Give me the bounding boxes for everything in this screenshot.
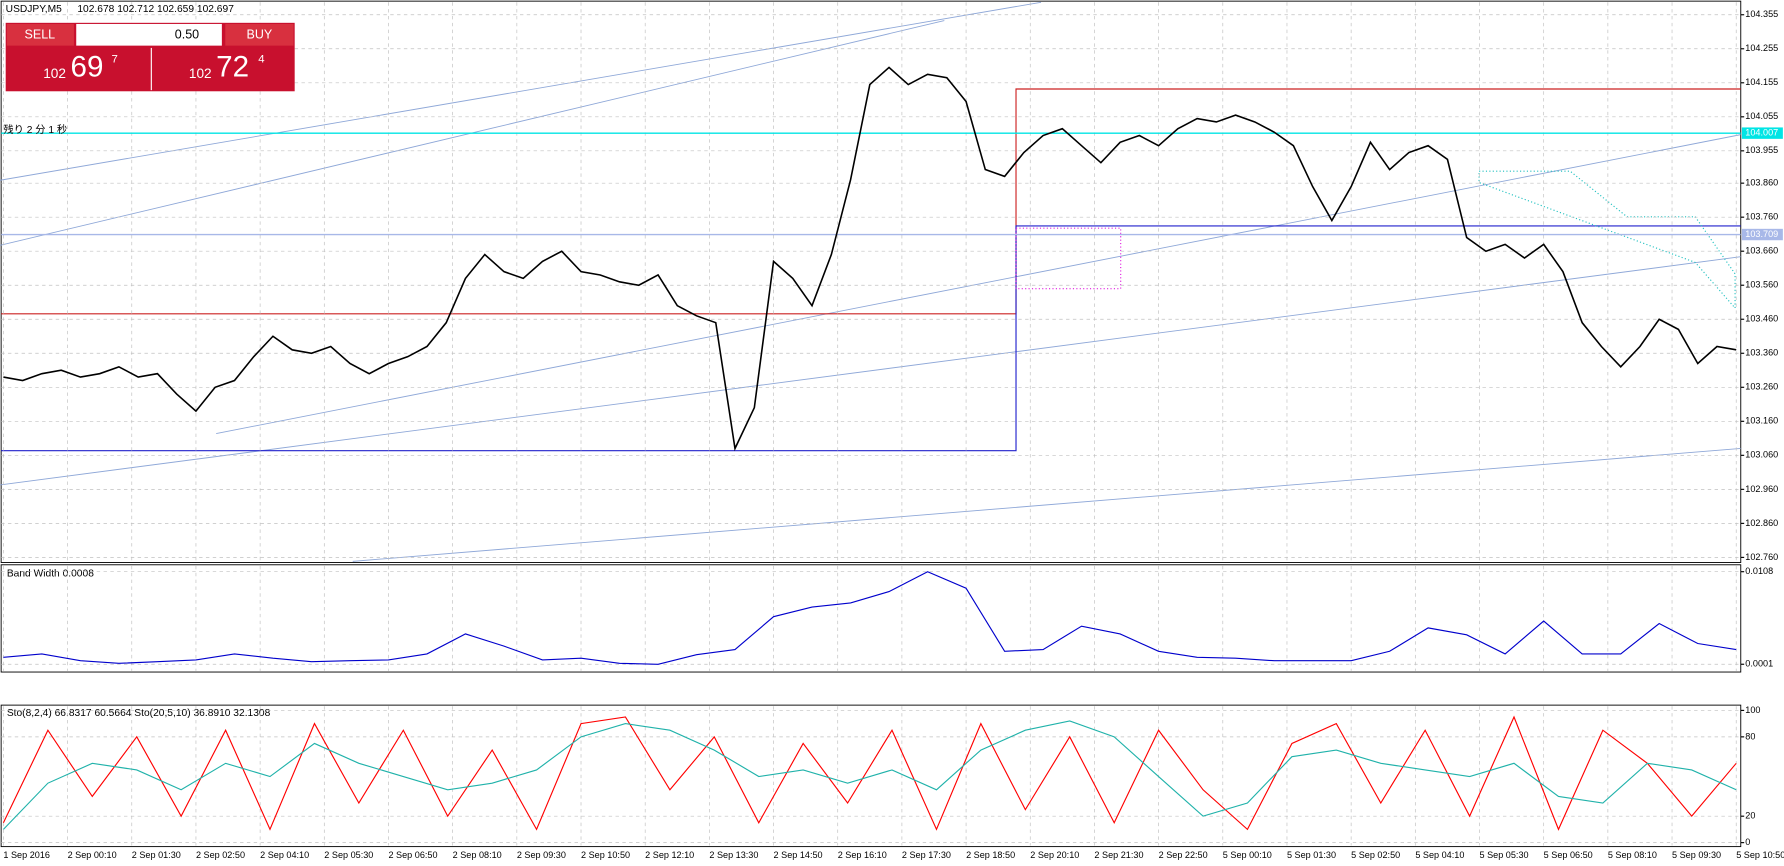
x-tick-label: 2 Sep 00:10 xyxy=(68,850,117,860)
sell-frac: 7 xyxy=(112,53,118,65)
buy-frac: 4 xyxy=(258,53,264,65)
price-line-series xyxy=(3,66,1737,452)
price-marker: 104.007 xyxy=(1745,128,1778,138)
trade-panel: SELL 0.50 BUY 102 69 7 102 72 4 xyxy=(5,22,295,92)
x-tick-label: 2 Sep 16:10 xyxy=(838,850,887,860)
x-tick-label: 2 Sep 14:50 xyxy=(774,850,823,860)
x-tick-label: 2 Sep 04:10 xyxy=(260,850,309,860)
sto-line xyxy=(3,720,1737,830)
y-tick-label: 103.660 xyxy=(1745,246,1778,256)
symbol: USDJPY,M5 xyxy=(6,4,62,15)
price-marker-bg xyxy=(1741,127,1783,139)
y-tick-label: 80 xyxy=(1745,731,1755,741)
x-tick-label: 2 Sep 06:50 xyxy=(388,850,437,860)
panels xyxy=(0,0,1742,848)
x-tick-label: 2 Sep 22:50 xyxy=(1159,850,1208,860)
y-tick-label: 0.0001 xyxy=(1745,659,1773,669)
sell-label[interactable]: SELL xyxy=(25,28,56,42)
buy-big: 102 xyxy=(189,66,212,81)
y-tick-label: 103.860 xyxy=(1745,178,1778,188)
x-tick-label: 2 Sep 12:10 xyxy=(645,850,694,860)
y-tick-label: 103.760 xyxy=(1745,212,1778,222)
countdown: 残り 2 分 1 秒 xyxy=(3,123,67,136)
x-tick-label: 2 Sep 01:30 xyxy=(132,850,181,860)
y-tick-label: 0 xyxy=(1745,837,1750,847)
band-label: Band Width 0.0008 xyxy=(7,569,94,580)
y-tick-label: 103.955 xyxy=(1745,145,1778,155)
trend-line xyxy=(216,134,1741,435)
y-tick-label: 0.0108 xyxy=(1745,566,1773,576)
buy-pips: 72 xyxy=(216,50,249,83)
sell-button[interactable] xyxy=(6,23,74,46)
y-tick-label: 20 xyxy=(1745,811,1755,821)
x-tick-label: 2 Sep 20:10 xyxy=(1030,850,1079,860)
x-tick-label: 2 Sep 17:30 xyxy=(902,850,951,860)
y-tick-label: 104.255 xyxy=(1745,43,1778,53)
lot-input[interactable] xyxy=(76,23,222,46)
x-tick-label: 2 Sep 10:50 xyxy=(581,850,630,860)
red-box xyxy=(1,88,1741,315)
y-tick-label: 104.155 xyxy=(1745,77,1778,87)
x-tick-label: 5 Sep 09:30 xyxy=(1672,850,1721,860)
x-tick-label: 5 Sep 00:10 xyxy=(1223,850,1272,860)
sell-big: 102 xyxy=(43,66,66,81)
x-tick-label: 5 Sep 08:10 xyxy=(1608,850,1657,860)
x-tick-label: 2 Sep 02:50 xyxy=(196,850,245,860)
y-tick-label: 102.960 xyxy=(1745,484,1778,494)
y-tick-label: 103.160 xyxy=(1745,416,1778,426)
y-tick-label: 103.460 xyxy=(1745,314,1778,324)
buy-label[interactable]: BUY xyxy=(247,28,273,42)
y-tick-label: 103.560 xyxy=(1745,280,1778,290)
x-tick-label: 2 Sep 08:10 xyxy=(453,850,502,860)
x-tick-label: 1 Sep 2016 xyxy=(3,850,50,860)
quote: 102.678 102.712 102.659 102.697 xyxy=(77,4,234,15)
y-tick-label: 104.055 xyxy=(1745,111,1778,121)
y-tick-label: 103.360 xyxy=(1745,348,1778,358)
main-panel xyxy=(0,0,1742,563)
x-tick-label: 5 Sep 06:50 xyxy=(1544,850,1593,860)
band-width-line xyxy=(3,571,1737,665)
sto-label: Sto(8,2,4) 66.8317 60.5664 Sto(20,5,10) … xyxy=(7,708,271,719)
cloud xyxy=(1015,227,1122,290)
trend-line xyxy=(0,256,1741,486)
price-marker-bg xyxy=(1741,228,1783,241)
x-tick-label: 5 Sep 10:50 xyxy=(1736,850,1784,860)
trend-line xyxy=(352,447,1741,562)
x-tick-label: 2 Sep 18:50 xyxy=(966,850,1015,860)
band-panel xyxy=(0,564,1742,673)
x-tick-label: 5 Sep 05:30 xyxy=(1480,850,1529,860)
x-tick-label: 5 Sep 01:30 xyxy=(1287,850,1336,860)
sto-panel xyxy=(0,704,1742,848)
y-tick-label: 103.260 xyxy=(1745,382,1778,392)
y-tick-label: 104.355 xyxy=(1745,9,1778,19)
sell-pips: 69 xyxy=(71,50,104,83)
lot-value[interactable]: 0.50 xyxy=(175,28,199,42)
x-tick-label: 2 Sep 13:30 xyxy=(709,850,758,860)
x-tick-label: 2 Sep 05:30 xyxy=(324,850,373,860)
x-tick-label: 2 Sep 21:30 xyxy=(1094,850,1143,860)
x-tick-label: 2 Sep 09:30 xyxy=(517,850,566,860)
cloud xyxy=(1478,170,1736,310)
price-marker: 103.709 xyxy=(1745,229,1778,239)
buy-button[interactable] xyxy=(225,23,294,46)
blue-box xyxy=(1,225,1741,452)
y-tick-label: 100 xyxy=(1745,705,1760,715)
y-tick-label: 102.860 xyxy=(1745,518,1778,528)
x-tick-label: 5 Sep 04:10 xyxy=(1415,850,1464,860)
x-tick-label: 5 Sep 02:50 xyxy=(1351,850,1400,860)
y-tick-label: 102.760 xyxy=(1745,552,1778,562)
y-tick-label: 103.060 xyxy=(1745,450,1778,460)
